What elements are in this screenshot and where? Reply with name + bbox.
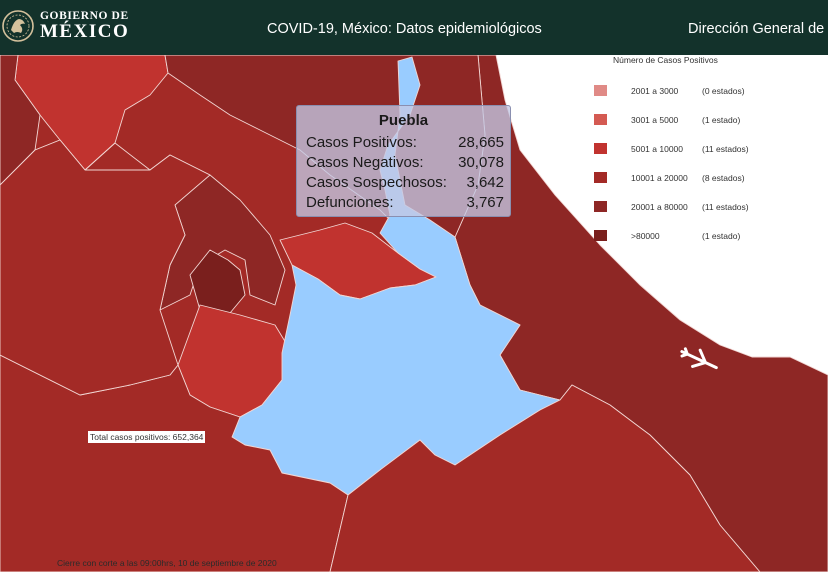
legend-row: 10001 a 20000 (8 estados) [594, 172, 826, 184]
legend-swatch [594, 201, 607, 212]
tooltip-value: 30,078 [458, 154, 504, 171]
tooltip-value: 3,767 [466, 194, 504, 211]
legend-count: (8 estados) [702, 173, 745, 183]
legend-count: (11 estados) [702, 144, 749, 154]
region-left-mid[interactable] [0, 139, 211, 396]
legend-row: 20001 a 80000 (11 estados) [594, 201, 826, 213]
legend-row: 5001 a 10000 (11 estados) [594, 143, 826, 155]
tooltip-label: Casos Negativos: [306, 154, 424, 171]
logo-line2: MÉXICO [40, 21, 130, 42]
legend-row: 3001 a 5000 (1 estado) [594, 114, 826, 126]
tooltip-value: 28,665 [458, 134, 504, 151]
agency-name: Dirección General de [688, 21, 825, 37]
tooltip-value: 3,642 [466, 174, 504, 191]
sea-area [496, 55, 828, 375]
tooltip-label: Defunciones: [306, 194, 394, 211]
tooltip-row: Casos Positivos: 28,665 [306, 134, 504, 154]
gobierno-mexico-logo[interactable]: GOBIERNO DE MÉXICO [0, 4, 130, 50]
legend-range: 10001 a 20000 [631, 173, 688, 183]
tooltip-label: Casos Sospechosos: [306, 174, 447, 191]
region-far-west[interactable] [0, 55, 41, 186]
legend-count: (1 estado) [702, 115, 741, 125]
legend-range: 2001 a 3000 [631, 86, 679, 96]
legend-range: 5001 a 10000 [631, 144, 683, 154]
tooltip-row: Casos Sospechosos: 3,642 [306, 174, 504, 194]
page-title: COVID-19, México: Datos epidemiológicos [267, 21, 542, 37]
legend-swatch [594, 143, 607, 154]
legend-row: 2001 a 3000 (0 estados) [594, 85, 826, 97]
legend-range: >80000 [631, 231, 660, 241]
legend-swatch [594, 172, 607, 183]
legend-swatch [594, 230, 607, 241]
legend-range: 20001 a 80000 [631, 202, 688, 212]
legend: Número de Casos Positivos 2001 a 3000 (0… [590, 55, 826, 255]
state-tooltip: Puebla Casos Positivos: 28,665 Casos Neg… [296, 105, 511, 217]
legend-range: 3001 a 5000 [631, 115, 679, 125]
legend-row: >80000 (1 estado) [594, 230, 826, 242]
legend-count: (11 estados) [702, 202, 749, 212]
legend-count: (0 estados) [702, 86, 745, 96]
region-oaxaca[interactable] [329, 384, 761, 572]
legend-swatch [594, 114, 607, 125]
cutoff-note: Cierre con corte a las 09:00hrs, 10 de s… [57, 558, 277, 568]
app-header: GOBIERNO DE MÉXICO COVID-19, México: Dat… [0, 0, 828, 55]
logo-line1: GOBIERNO DE [40, 10, 129, 22]
tooltip-label: Casos Positivos: [306, 134, 417, 151]
tooltip-state-name: Puebla [378, 112, 429, 129]
legend-swatch [594, 85, 607, 96]
legend-count: (1 estado) [702, 231, 741, 241]
airplane-icon [680, 347, 718, 370]
tooltip-row: Defunciones: 3,767 [306, 194, 504, 214]
total-positive-cases-label: Total casos positivos: 652,364 [88, 431, 206, 443]
tooltip-row: Casos Negativos: 30,078 [306, 154, 504, 174]
legend-title: Número de Casos Positivos [613, 55, 718, 65]
coat-of-arms-icon [2, 10, 34, 42]
